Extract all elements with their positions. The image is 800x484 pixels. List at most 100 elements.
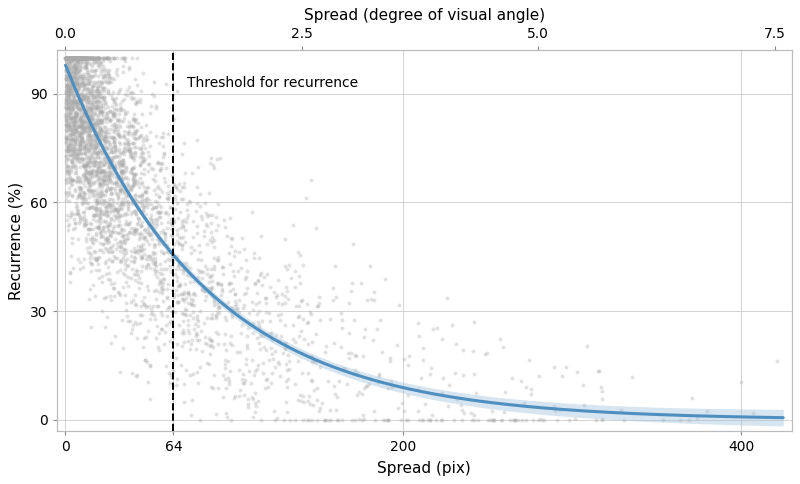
Point xyxy=(302,416,315,424)
Point xyxy=(135,148,148,155)
Point xyxy=(59,134,72,142)
Point xyxy=(97,248,110,256)
Point xyxy=(96,161,109,168)
Point xyxy=(80,54,93,61)
Point xyxy=(217,263,230,271)
Point xyxy=(66,144,78,152)
Point xyxy=(61,134,74,141)
Point xyxy=(65,88,78,95)
Point xyxy=(102,116,115,124)
Point xyxy=(62,139,74,147)
Point xyxy=(62,54,75,61)
Point xyxy=(84,75,97,83)
Point xyxy=(59,54,72,61)
Point xyxy=(358,326,371,333)
Point xyxy=(68,60,81,68)
Point xyxy=(591,367,604,375)
Point xyxy=(186,314,199,322)
Point xyxy=(63,54,76,61)
Point xyxy=(102,138,115,146)
Point xyxy=(61,72,74,80)
Point xyxy=(260,308,273,316)
Point xyxy=(71,207,84,214)
Point xyxy=(190,336,203,344)
Point xyxy=(494,416,507,424)
Point xyxy=(130,143,142,151)
Point xyxy=(80,220,93,227)
Point xyxy=(65,191,78,199)
Point xyxy=(60,162,73,169)
Point xyxy=(77,54,90,61)
Point xyxy=(88,154,101,162)
Point xyxy=(523,356,536,364)
Point xyxy=(93,162,106,170)
Point xyxy=(75,121,88,129)
Point xyxy=(70,86,82,94)
Point xyxy=(62,54,75,61)
Point xyxy=(294,391,306,398)
Point xyxy=(130,320,143,328)
Point xyxy=(88,173,101,181)
Point xyxy=(62,145,75,153)
Point xyxy=(455,416,468,424)
Point xyxy=(70,112,82,120)
Point xyxy=(70,166,82,174)
Point xyxy=(147,203,160,211)
Point xyxy=(178,179,191,186)
Point xyxy=(219,330,232,337)
Point xyxy=(72,211,85,218)
Point xyxy=(84,156,97,164)
Point xyxy=(155,286,168,294)
Point xyxy=(63,151,76,159)
Point xyxy=(449,370,462,378)
Point xyxy=(83,204,96,212)
Point xyxy=(83,153,96,161)
Point xyxy=(71,54,84,61)
Point xyxy=(169,308,182,316)
Point xyxy=(97,96,110,104)
Point xyxy=(61,62,74,70)
Point xyxy=(94,209,106,216)
Point xyxy=(235,234,248,242)
Point xyxy=(103,179,116,186)
Point xyxy=(223,367,236,375)
Point xyxy=(158,257,171,265)
Point xyxy=(142,223,154,230)
Point xyxy=(62,54,74,61)
Point xyxy=(89,134,102,142)
Point xyxy=(83,178,96,186)
Point xyxy=(93,274,106,282)
Point xyxy=(72,131,85,138)
Point xyxy=(62,54,75,61)
Point xyxy=(142,197,155,204)
Point xyxy=(60,119,73,126)
Point xyxy=(72,192,85,199)
Point xyxy=(278,339,290,347)
Point xyxy=(59,54,72,61)
Point xyxy=(347,317,360,324)
Point xyxy=(79,92,92,100)
Point xyxy=(110,212,122,220)
Point xyxy=(153,329,166,336)
Point xyxy=(71,99,84,107)
Point xyxy=(142,148,154,156)
Point xyxy=(218,364,231,372)
Point xyxy=(60,66,73,74)
Point xyxy=(62,54,74,61)
Point xyxy=(75,120,88,128)
Point xyxy=(74,146,86,154)
Point xyxy=(110,116,123,123)
Point xyxy=(80,119,93,126)
Point xyxy=(124,193,137,201)
Point xyxy=(504,416,517,424)
Point xyxy=(150,334,162,342)
Point xyxy=(76,115,89,123)
Point xyxy=(334,309,347,317)
Point xyxy=(90,66,102,74)
Point xyxy=(294,251,307,258)
Point xyxy=(136,208,149,216)
Point xyxy=(62,54,75,61)
Point xyxy=(162,191,175,198)
Point xyxy=(154,160,167,168)
Point xyxy=(413,333,426,340)
